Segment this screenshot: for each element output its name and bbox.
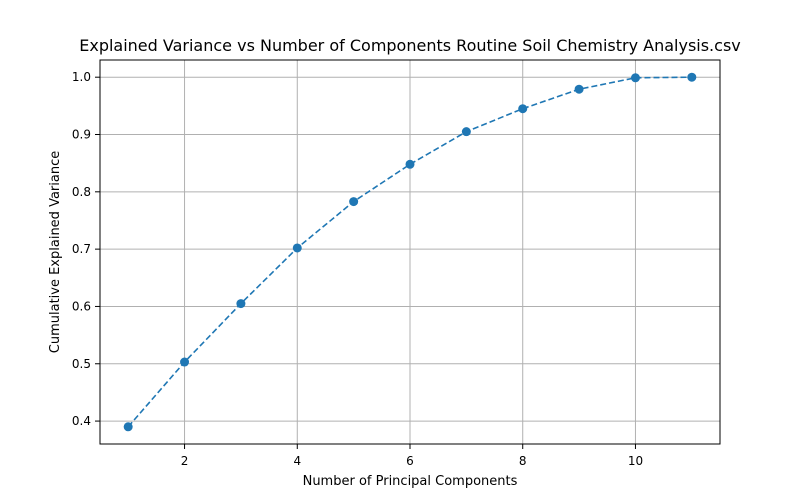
y-tick-label: 1.0 bbox=[72, 70, 91, 84]
x-tick-label: 6 bbox=[406, 454, 414, 468]
data-point bbox=[123, 422, 133, 432]
y-tick-label: 0.7 bbox=[72, 242, 91, 256]
data-point bbox=[405, 159, 415, 169]
y-tick-label: 0.9 bbox=[72, 128, 91, 142]
data-point bbox=[349, 197, 359, 207]
series-line bbox=[127, 76, 692, 428]
y-tick-label: 0.5 bbox=[72, 357, 91, 371]
data-point bbox=[292, 243, 302, 253]
x-tick-label: 10 bbox=[628, 454, 643, 468]
x-tick-label: 2 bbox=[181, 454, 189, 468]
y-tick-label: 0.4 bbox=[72, 414, 91, 428]
series-layer bbox=[123, 72, 697, 432]
grid bbox=[100, 60, 720, 444]
data-point bbox=[518, 104, 528, 114]
y-tick-label: 0.8 bbox=[72, 185, 91, 199]
data-point bbox=[236, 299, 246, 309]
axis-ticks: 2 4 6 8 10 0.4 0.5 0.6 0.7 0.8 0.9 1.0 bbox=[72, 70, 643, 468]
y-tick-label: 0.6 bbox=[72, 299, 91, 313]
data-point bbox=[461, 127, 471, 137]
x-axis-label: Number of Principal Components bbox=[303, 474, 518, 489]
x-tick-label: 4 bbox=[293, 454, 301, 468]
chart-title: Explained Variance vs Number of Componen… bbox=[79, 36, 741, 55]
data-point bbox=[180, 357, 190, 367]
y-axis-label: Cumulative Explained Variance bbox=[48, 151, 63, 353]
data-point bbox=[687, 72, 697, 82]
plot-frame bbox=[99, 59, 721, 445]
x-tick-label: 8 bbox=[519, 454, 527, 468]
data-point bbox=[574, 84, 584, 94]
data-point bbox=[630, 73, 640, 83]
